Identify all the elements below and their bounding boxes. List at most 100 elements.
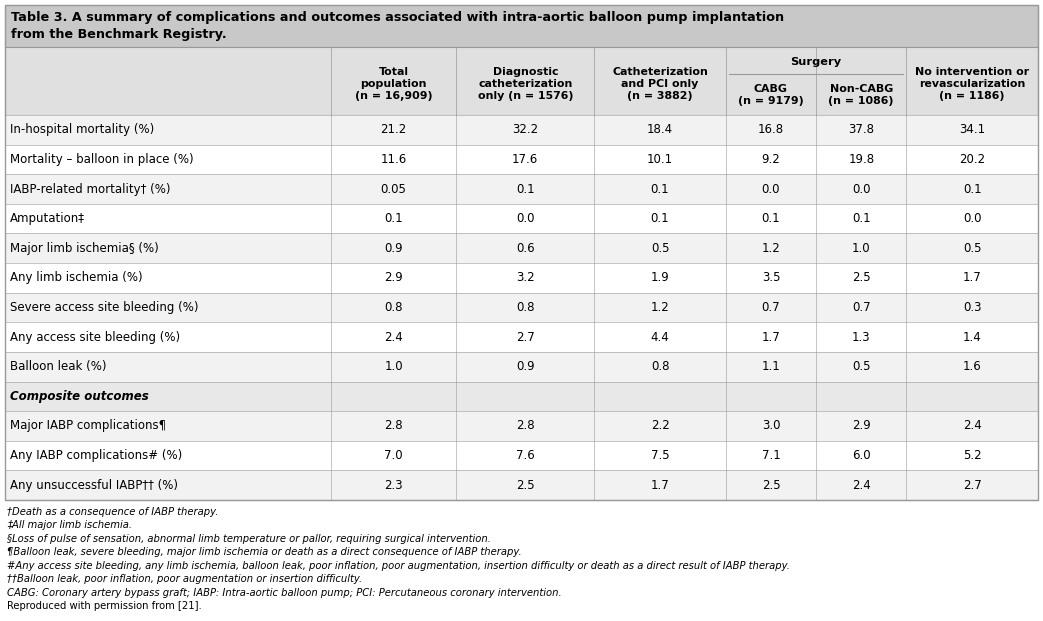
Text: 0.0: 0.0 (516, 212, 534, 225)
Text: 1.9: 1.9 (651, 271, 670, 284)
Text: Non-CABG
(n = 1086): Non-CABG (n = 1086) (828, 84, 894, 106)
Text: 5.2: 5.2 (963, 449, 981, 462)
Text: †Death as a consequence of IABP therapy.: †Death as a consequence of IABP therapy. (7, 507, 218, 517)
Bar (5, 204, 1038, 233)
Text: 0.7: 0.7 (761, 301, 780, 314)
Text: 0.6: 0.6 (516, 242, 535, 255)
Text: ‡All major limb ischemia.: ‡All major limb ischemia. (7, 520, 132, 530)
Bar (5, 5, 1038, 47)
Bar (5, 352, 1038, 381)
Text: 0.0: 0.0 (852, 183, 871, 196)
Bar (5, 47, 1038, 115)
Bar (5, 175, 1038, 204)
Bar (5, 292, 1038, 322)
Text: CABG: Coronary artery bypass graft; IABP: Intra-aortic balloon pump; PCI: Percut: CABG: Coronary artery bypass graft; IABP… (7, 587, 561, 598)
Text: 0.0: 0.0 (761, 183, 780, 196)
Text: 1.3: 1.3 (852, 330, 871, 343)
Text: 7.5: 7.5 (651, 449, 670, 462)
Text: 11.6: 11.6 (381, 153, 407, 166)
Text: 6.0: 6.0 (852, 449, 871, 462)
Text: 2.4: 2.4 (384, 330, 403, 343)
Text: Any IABP complications# (%): Any IABP complications# (%) (10, 449, 183, 462)
Text: Balloon leak (%): Balloon leak (%) (10, 360, 106, 373)
Text: Total
population
(n = 16,909): Total population (n = 16,909) (355, 68, 433, 101)
Text: ††Balloon leak, poor inflation, poor augmentation or insertion difficulty.: ††Balloon leak, poor inflation, poor aug… (7, 574, 362, 584)
Text: 1.0: 1.0 (384, 360, 403, 373)
Text: 0.8: 0.8 (516, 301, 534, 314)
Text: 37.8: 37.8 (848, 124, 874, 136)
Text: 2.8: 2.8 (384, 419, 403, 432)
Text: 17.6: 17.6 (512, 153, 538, 166)
Text: 0.9: 0.9 (516, 360, 535, 373)
Text: 1.7: 1.7 (651, 479, 670, 492)
Text: IABP-related mortality† (%): IABP-related mortality† (%) (10, 183, 170, 196)
Text: 2.2: 2.2 (651, 419, 670, 432)
Text: 2.3: 2.3 (384, 479, 403, 492)
Text: Any unsuccessful IABP†† (%): Any unsuccessful IABP†† (%) (10, 479, 178, 492)
Text: 3.2: 3.2 (516, 271, 535, 284)
Text: 7.0: 7.0 (384, 449, 403, 462)
Text: 9.2: 9.2 (761, 153, 780, 166)
Text: Any access site bleeding (%): Any access site bleeding (%) (10, 330, 180, 343)
Text: 2.8: 2.8 (516, 419, 535, 432)
Text: 1.7: 1.7 (761, 330, 780, 343)
Bar (5, 441, 1038, 470)
Text: 3.0: 3.0 (761, 419, 780, 432)
Text: 32.2: 32.2 (512, 124, 538, 136)
Text: Amputation‡: Amputation‡ (10, 212, 84, 225)
Bar (5, 322, 1038, 352)
Text: 3.5: 3.5 (761, 271, 780, 284)
Bar (5, 233, 1038, 263)
Text: 0.3: 0.3 (963, 301, 981, 314)
Text: 1.7: 1.7 (963, 271, 981, 284)
Text: 0.5: 0.5 (651, 242, 670, 255)
Text: 0.0: 0.0 (963, 212, 981, 225)
Text: 21.2: 21.2 (381, 124, 407, 136)
Text: 0.8: 0.8 (651, 360, 670, 373)
Text: 34.1: 34.1 (960, 124, 986, 136)
Text: Any limb ischemia (%): Any limb ischemia (%) (10, 271, 143, 284)
Text: 0.9: 0.9 (384, 242, 403, 255)
Text: 1.1: 1.1 (761, 360, 780, 373)
Text: 2.5: 2.5 (852, 271, 871, 284)
Bar (5, 145, 1038, 175)
Text: §Loss of pulse of sensation, abnormal limb temperature or pallor, requiring surg: §Loss of pulse of sensation, abnormal li… (7, 534, 491, 544)
Text: 2.4: 2.4 (852, 479, 871, 492)
Text: 2.7: 2.7 (516, 330, 535, 343)
Text: 7.1: 7.1 (761, 449, 780, 462)
Text: 0.1: 0.1 (852, 212, 871, 225)
Text: 2.9: 2.9 (384, 271, 403, 284)
Text: 2.5: 2.5 (516, 479, 535, 492)
Bar (5, 381, 1038, 411)
Text: 1.4: 1.4 (963, 330, 981, 343)
Text: ¶Balloon leak, severe bleeding, major limb ischemia or death as a direct consequ: ¶Balloon leak, severe bleeding, major li… (7, 547, 522, 557)
Text: 1.6: 1.6 (963, 360, 981, 373)
Text: 1.2: 1.2 (761, 242, 780, 255)
Text: 0.5: 0.5 (852, 360, 871, 373)
Text: 7.6: 7.6 (516, 449, 535, 462)
Text: 2.4: 2.4 (963, 419, 981, 432)
Text: 0.8: 0.8 (385, 301, 403, 314)
Text: 0.1: 0.1 (651, 212, 670, 225)
Text: Table 3. A summary of complications and outcomes associated with intra-aortic ba: Table 3. A summary of complications and … (11, 11, 784, 41)
Text: 19.8: 19.8 (848, 153, 874, 166)
Text: 0.1: 0.1 (384, 212, 403, 225)
Text: Reproduced with permission from [21].: Reproduced with permission from [21]. (7, 601, 201, 611)
Text: Catheterization
and PCI only
(n = 3882): Catheterization and PCI only (n = 3882) (612, 68, 708, 101)
Text: Severe access site bleeding (%): Severe access site bleeding (%) (10, 301, 198, 314)
Text: Mortality – balloon in place (%): Mortality – balloon in place (%) (10, 153, 194, 166)
Text: 2.9: 2.9 (852, 419, 871, 432)
Text: 10.1: 10.1 (647, 153, 673, 166)
Text: 0.1: 0.1 (963, 183, 981, 196)
Text: Major limb ischemia§ (%): Major limb ischemia§ (%) (10, 242, 159, 255)
Text: Major IABP complications¶: Major IABP complications¶ (10, 419, 166, 432)
Text: 4.4: 4.4 (651, 330, 670, 343)
Text: Surgery: Surgery (791, 57, 842, 67)
Text: 16.8: 16.8 (758, 124, 784, 136)
Text: Diagnostic
catheterization
only (n = 1576): Diagnostic catheterization only (n = 157… (478, 68, 573, 101)
Text: 20.2: 20.2 (960, 153, 986, 166)
Text: 0.5: 0.5 (963, 242, 981, 255)
Bar (5, 5, 1038, 500)
Text: 0.1: 0.1 (516, 183, 535, 196)
Bar (5, 411, 1038, 441)
